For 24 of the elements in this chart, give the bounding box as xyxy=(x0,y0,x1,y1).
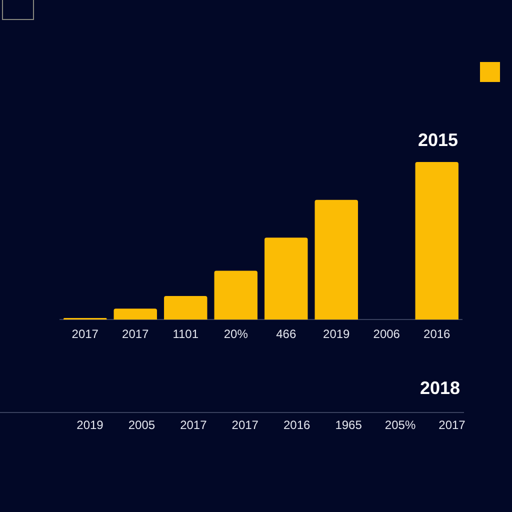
text: 2017 xyxy=(438,418,466,432)
bar xyxy=(264,238,308,320)
text: 1965 xyxy=(335,418,362,432)
text: 2017 xyxy=(232,418,258,432)
text: 2015 xyxy=(418,130,458,151)
bar xyxy=(415,162,458,320)
x-tick-label: 2019 xyxy=(323,327,350,342)
bar xyxy=(214,270,258,320)
text: 2017 xyxy=(180,418,207,432)
x-tick-label: 466 xyxy=(276,327,296,342)
text: 2016 xyxy=(283,418,310,432)
text: 2018 xyxy=(420,378,460,399)
bar xyxy=(164,296,208,320)
text: 2005 xyxy=(128,418,156,432)
x-tick-label: 2017 xyxy=(122,327,150,342)
x-tick-label: 2016 xyxy=(424,327,451,342)
x-tick-label: 20% xyxy=(224,327,248,342)
x-tick-label: 1101 xyxy=(172,327,199,342)
bar xyxy=(314,200,358,320)
bar xyxy=(114,308,157,320)
text: 205% xyxy=(384,418,416,432)
x-tick-label: 2006 xyxy=(373,327,400,342)
text: 2019 xyxy=(76,418,104,432)
x-tick-label: 2017 xyxy=(72,327,99,342)
